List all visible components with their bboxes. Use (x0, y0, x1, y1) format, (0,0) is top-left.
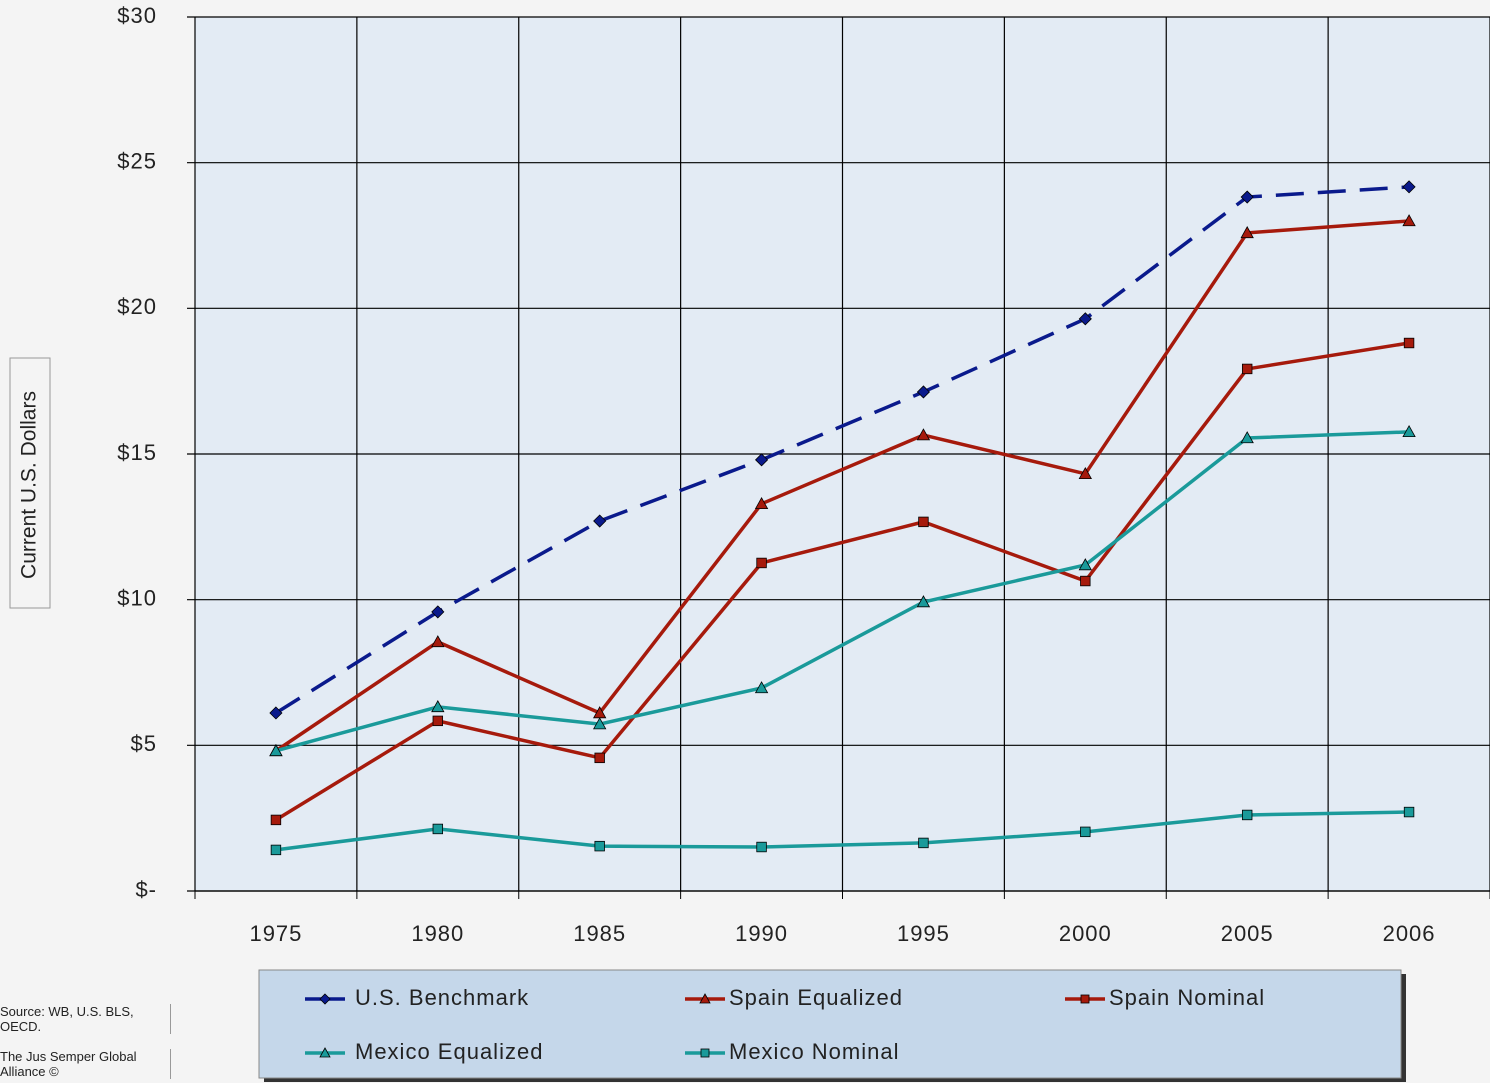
series-line (274, 219, 1410, 753)
data-point (1240, 226, 1254, 239)
x-tick-label: 1985 (573, 921, 626, 946)
data-point (269, 744, 283, 757)
data-point (431, 605, 445, 619)
series-line (275, 430, 1410, 753)
data-point (1402, 180, 1416, 194)
y-tick-label: $5 (131, 731, 157, 756)
data-point (1241, 809, 1253, 821)
data-point (916, 385, 931, 399)
credit-note: The Jus Semper Global Alliance © (0, 1049, 171, 1079)
data-point (1078, 558, 1092, 571)
data-point (1240, 190, 1254, 204)
legend-label: Mexico Equalized (355, 1039, 543, 1064)
data-point (1403, 806, 1415, 818)
data-point (1402, 425, 1416, 438)
x-tick-label: 1980 (411, 921, 464, 946)
data-point (1241, 363, 1253, 375)
source-note: Source: WB, U.S. BLS, OECD. (0, 1004, 171, 1034)
data-point (594, 840, 605, 852)
data-point (1402, 214, 1416, 227)
data-point (270, 844, 282, 856)
data-point (431, 635, 445, 648)
data-point (1080, 575, 1091, 587)
y-label-box (9, 357, 51, 609)
series-line (275, 185, 1410, 715)
data-point (432, 715, 444, 727)
data-point (918, 516, 929, 528)
data-point (432, 823, 444, 835)
legend-label: Spain Nominal (1109, 985, 1265, 1010)
y-tick-label: $20 (117, 294, 157, 319)
data-point (270, 814, 282, 826)
y-axis-label: Current U.S. Dollars (18, 391, 41, 579)
data-point (1078, 312, 1092, 326)
y-tick-label: $- (135, 877, 157, 902)
legend-label: U.S. Benchmark (355, 985, 529, 1010)
legend-label: Mexico Nominal (729, 1039, 900, 1064)
data-point (1080, 826, 1091, 838)
data-point (593, 514, 607, 528)
data-point (916, 428, 931, 441)
data-point (1240, 431, 1254, 444)
data-point (1403, 337, 1415, 349)
data-point (756, 557, 767, 569)
data-point (918, 837, 929, 849)
x-tick-label: 1990 (735, 921, 788, 946)
y-tick-label: $25 (117, 148, 157, 173)
data-point (431, 700, 445, 713)
legend-marker (1080, 994, 1090, 1004)
legend-marker (699, 993, 711, 1004)
series-line (275, 810, 1410, 852)
data-point (593, 717, 607, 730)
data-point (754, 496, 769, 510)
x-tick-label: 2006 (1383, 921, 1436, 946)
y-tick-label: $10 (117, 585, 157, 610)
data-point (1078, 466, 1092, 480)
legend-marker (319, 1047, 331, 1058)
x-tick-label: 2005 (1221, 921, 1274, 946)
series-line (275, 341, 1410, 822)
data-point (754, 453, 769, 467)
x-tick-label: 1995 (897, 921, 950, 946)
legend-marker (319, 993, 331, 1005)
legend-label: Spain Equalized (729, 985, 903, 1010)
legend-marker (700, 1048, 710, 1058)
x-tick-label: 1975 (249, 921, 302, 946)
data-point (269, 706, 283, 720)
y-tick-label: $30 (117, 3, 157, 28)
y-tick-label: $15 (117, 440, 157, 465)
legend-box (258, 969, 1402, 1079)
data-point (916, 595, 931, 608)
x-tick-label: 2000 (1059, 921, 1112, 946)
data-point (756, 841, 767, 853)
data-point (594, 752, 605, 764)
data-point (754, 681, 769, 694)
